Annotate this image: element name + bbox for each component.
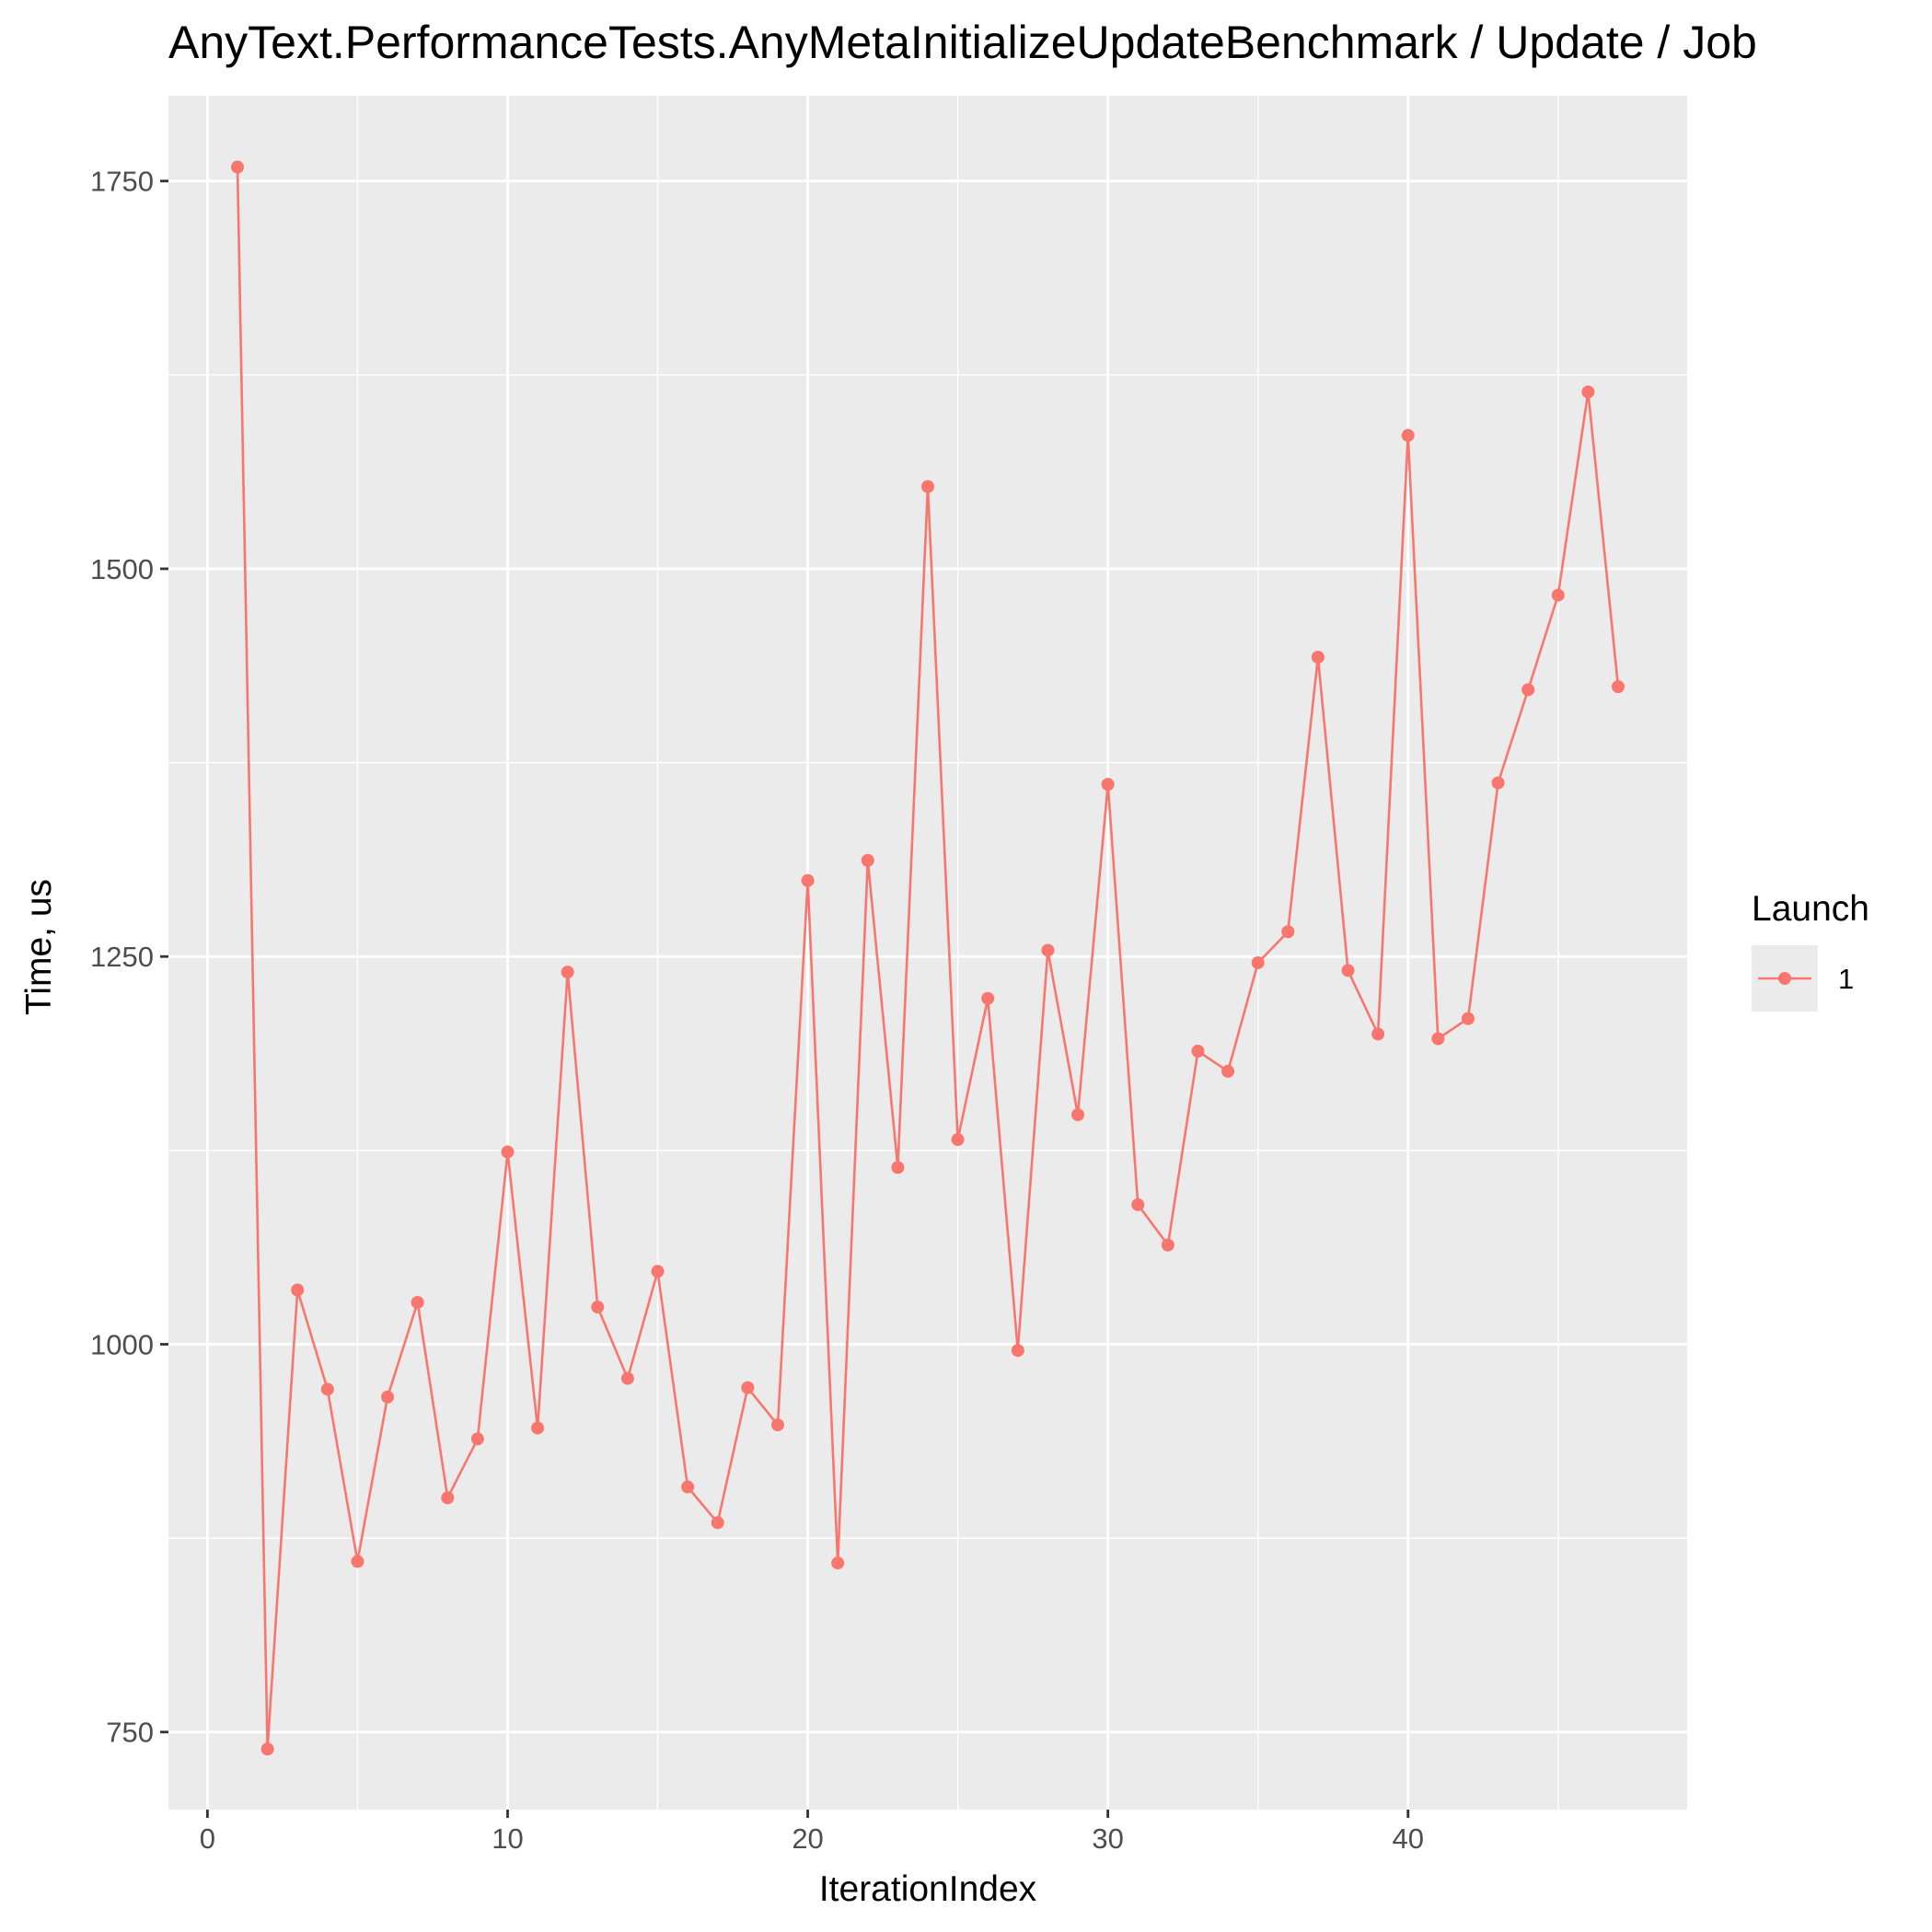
data-point: [831, 1556, 845, 1570]
data-point: [1491, 776, 1505, 790]
data-point: [1011, 1344, 1024, 1358]
data-point: [651, 1265, 665, 1278]
data-point: [741, 1381, 755, 1394]
y-axis-title: Time, us: [19, 879, 59, 1015]
x-tick-label: 40: [1392, 1822, 1423, 1855]
data-point: [951, 1133, 965, 1147]
data-point: [1581, 385, 1595, 399]
data-point: [1341, 964, 1355, 978]
data-point: [1131, 1197, 1145, 1211]
x-tick-label: 30: [1092, 1822, 1123, 1855]
data-point: [891, 1161, 905, 1174]
data-point: [1251, 955, 1265, 969]
legend-title: Launch: [1752, 889, 1869, 929]
data-point: [320, 1382, 334, 1396]
y-tick-label: 1250: [90, 941, 154, 973]
data-point: [411, 1295, 424, 1309]
data-point: [260, 1742, 274, 1756]
data-point: [351, 1555, 364, 1568]
data-point: [1461, 1012, 1475, 1025]
data-point: [1071, 1108, 1085, 1122]
data-point: [1311, 650, 1325, 664]
data-point: [441, 1491, 455, 1505]
data-point: [1221, 1064, 1235, 1078]
x-tick-label: 20: [792, 1822, 823, 1855]
data-point: [1431, 1032, 1445, 1046]
data-point: [1371, 1027, 1385, 1041]
plot-panel: [168, 96, 1687, 1810]
data-point: [981, 991, 995, 1005]
y-tick-label: 1750: [90, 166, 154, 198]
data-point: [770, 1418, 784, 1432]
data-point: [681, 1480, 695, 1494]
data-point: [531, 1421, 545, 1435]
legend-key-point: [1778, 972, 1791, 985]
grid-lines: [168, 96, 1687, 1810]
series-layer: [231, 160, 1625, 1756]
data-point: [1101, 778, 1115, 792]
chart-title: AnyText.PerformanceTests.AnyMetaInitiali…: [168, 17, 1757, 68]
data-point: [1281, 925, 1295, 939]
data-point: [861, 853, 874, 867]
data-point: [231, 160, 244, 174]
y-tick-label: 1000: [90, 1328, 154, 1360]
data-point: [1612, 680, 1625, 694]
legend-label-series-1: 1: [1838, 963, 1854, 995]
data-point: [381, 1390, 395, 1404]
x-tick-label: 10: [492, 1822, 523, 1855]
data-point: [921, 480, 934, 493]
x-tick-label: 0: [200, 1822, 215, 1855]
y-tick-label: 1500: [90, 553, 154, 585]
data-point: [620, 1371, 634, 1385]
data-point: [1191, 1045, 1205, 1059]
panel-background: [168, 96, 1687, 1810]
data-point: [501, 1145, 515, 1159]
data-point: [801, 873, 815, 887]
data-point: [711, 1516, 724, 1530]
legend: Launch 1: [1752, 889, 1869, 1012]
data-point: [561, 966, 574, 979]
data-point: [1521, 683, 1535, 697]
data-point: [1161, 1238, 1174, 1252]
data-point: [591, 1301, 605, 1314]
data-point: [1041, 943, 1055, 957]
data-point: [1551, 588, 1565, 602]
data-point: [470, 1432, 484, 1446]
y-tick-label: 750: [106, 1717, 154, 1749]
data-point: [291, 1283, 305, 1297]
axes: 0 10 20 30 40 750 1000 1250 1500 1750: [90, 166, 1424, 1855]
x-axis-title: IterationIndex: [819, 1869, 1037, 1909]
data-point: [1401, 429, 1415, 443]
